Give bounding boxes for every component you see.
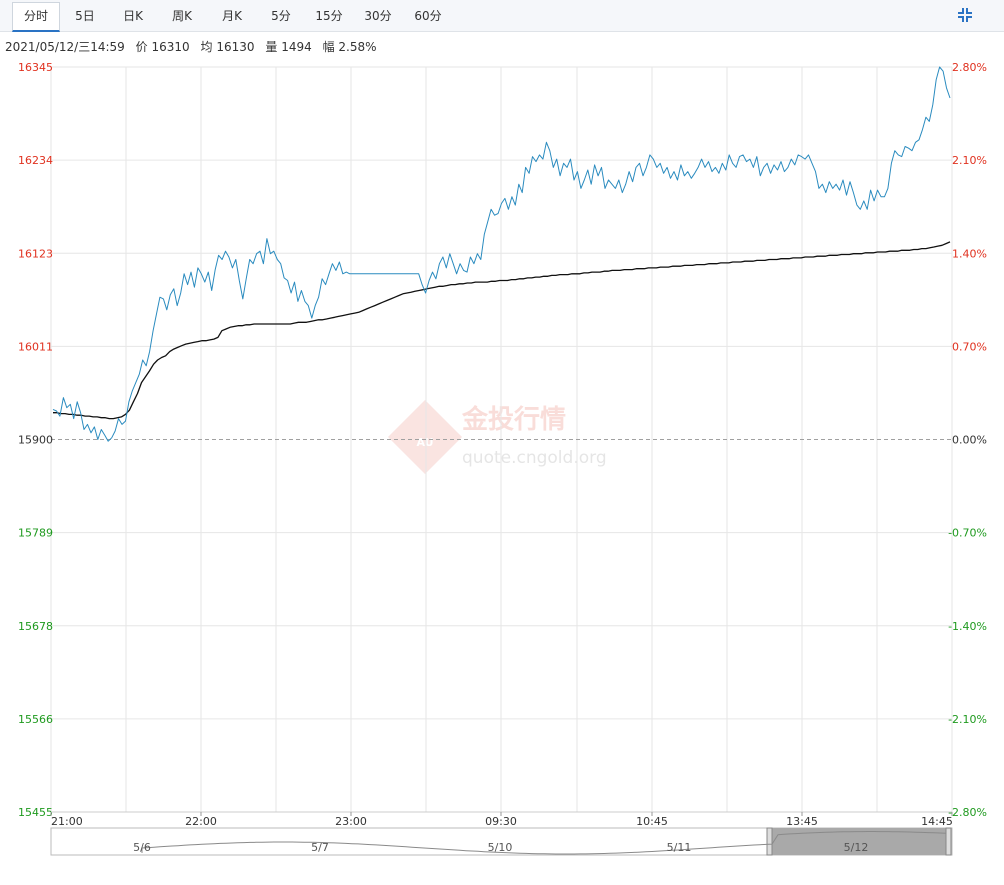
x-tick-label: 22:00 [185,815,217,828]
avg-price-line [53,241,951,420]
x-tick-label: 10:45 [636,815,668,828]
amplitude-value: 2.58% [338,40,377,54]
y-tick-left: 16123 [18,247,53,260]
y-tick-right: 2.10% [952,154,987,167]
y-tick-right: -2.80% [948,806,987,819]
tab-weekly-k[interactable]: 周K [172,9,192,23]
navigator-handle-left[interactable] [766,827,773,856]
navigator-date-label: 5/6 [133,841,151,854]
y-tick-left: 16011 [18,340,53,353]
amplitude-label: 幅 [322,40,335,54]
y-tick-left: 16345 [18,61,53,74]
navigator-date-label: 5/7 [311,841,329,854]
y-tick-right: 2.80% [952,61,987,74]
y-tick-left: 15678 [18,620,53,633]
watermark-brand: 金投行情 [461,404,566,435]
quote-datetime: 2021/05/12/三14:59 [5,40,125,54]
price-value: 16310 [151,40,190,54]
tab-monthly-k[interactable]: 月K [222,9,242,23]
tab-intraday[interactable]: 分时 [12,2,60,32]
navigator-date-label: 5/11 [667,841,692,854]
tab-15min[interactable]: 15分 [315,9,343,23]
navigator-date-label: 5/10 [488,841,513,854]
watermark: AU 金投行情 quote.cngold.org [388,400,607,474]
watermark-url: quote.cngold.org [462,448,607,468]
avg-label: 均 [200,40,213,54]
volume-value: 1494 [281,40,312,54]
y-tick-left: 15455 [18,806,53,819]
y-tick-right: 0.00% [952,434,987,447]
y-tick-right: -0.70% [948,527,987,540]
volume-label: 量 [265,40,278,54]
x-tick-label: 13:45 [786,815,818,828]
y-tick-right: 0.70% [952,340,987,353]
tab-30min[interactable]: 30分 [364,9,392,23]
navigator-sparkline [141,831,947,855]
y-tick-right: -2.10% [948,713,987,726]
x-tick-label: 23:00 [335,815,367,828]
watermark-logo-icon [388,400,462,474]
y-tick-left: 15789 [18,527,53,540]
y-tick-left: 16234 [18,154,53,167]
range-navigator: 5/6 5/7 5/10 5/11 5/12 [50,827,953,856]
x-tick-label: 14:45 [921,815,953,828]
price-label: 价 [135,40,148,54]
y-tick-left: 15566 [18,713,53,726]
y-tick-right: -1.40% [948,620,987,633]
price-line [52,66,951,442]
quote-info-bar: 2021/05/12/三14:59 价 16310 均 16130 量 1494… [5,38,384,55]
x-tick-label: 21:00 [51,815,83,828]
y-tick-left: 15900 [18,434,53,447]
x-tick-label: 09:30 [485,815,517,828]
navigator-date-label: 5/12 [844,841,869,854]
tab-60min[interactable]: 60分 [414,9,442,23]
expand-icon[interactable] [956,6,974,24]
y-tick-right: 1.40% [952,247,987,260]
tab-5day[interactable]: 5日 [75,9,95,23]
avg-value: 16130 [216,40,255,54]
tab-5min[interactable]: 5分 [271,9,291,23]
period-tabbar: 分时 5日 日K 周K 月K 5分 15分 30分 60分 [0,0,1004,32]
tab-daily-k[interactable]: 日K [123,9,143,23]
watermark-logo-text: AU [416,436,433,449]
navigator-handle-right[interactable] [945,827,952,856]
